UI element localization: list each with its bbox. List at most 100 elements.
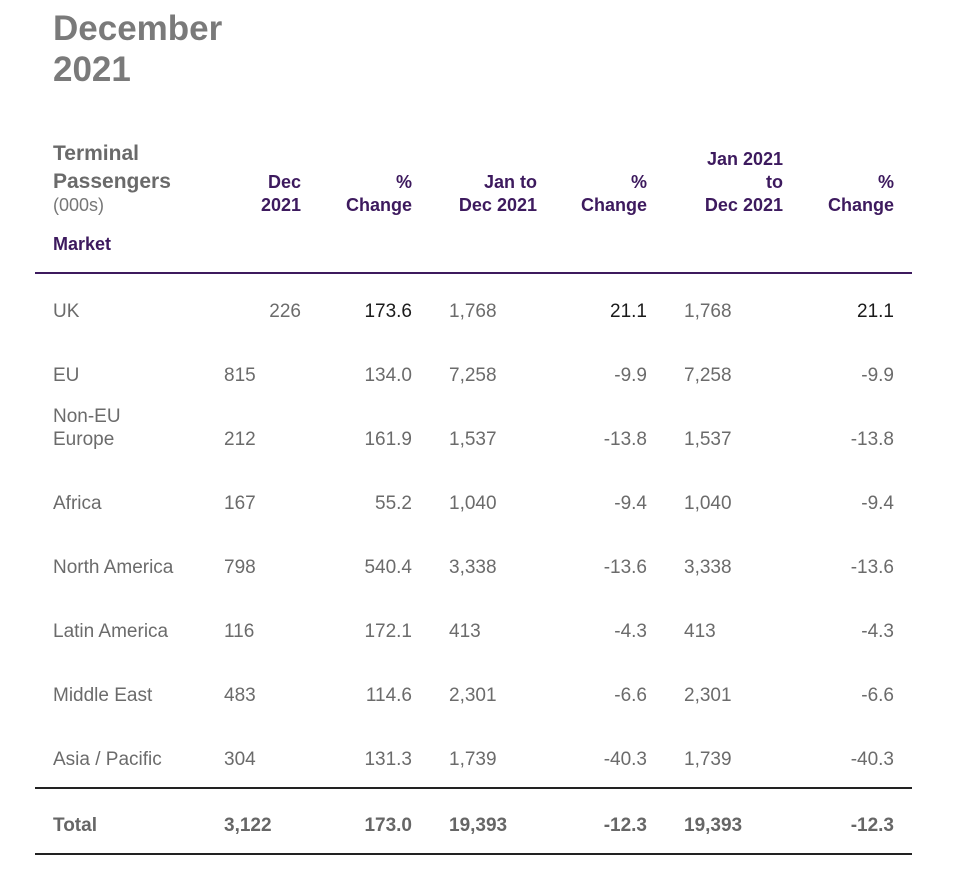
pct2-cell: -9.9 (614, 365, 647, 386)
pct3-cell: -40.3 (850, 749, 894, 770)
pct3-cell: 21.1 (857, 301, 894, 322)
col-header-pct-change-3: % Change (800, 171, 894, 217)
header-label-line-1: Terminal (53, 142, 139, 165)
title-line-2: 2021 (53, 50, 131, 89)
jan-cell: 1,040 (449, 493, 497, 514)
jan-cell: 1,537 (449, 429, 497, 450)
col-header-pct-change-1: % Change (320, 171, 412, 217)
pct2-cell: -9.4 (614, 493, 647, 514)
table-row: Middle East 483 114.6 2,301 -6.6 2,301 -… (0, 684, 953, 724)
total-dec-cell: 3,122 (224, 815, 272, 836)
jan21-cell: 7,258 (684, 365, 732, 386)
col-header-text: Dec (267, 172, 301, 192)
total-label: Total (53, 815, 97, 836)
total-divider-top (35, 787, 912, 789)
col-header-text: Change (345, 195, 412, 215)
dec-cell: 226 (269, 301, 301, 322)
market-cell-line-1: Non-EU (53, 406, 121, 427)
col-header-text: % (395, 172, 412, 192)
jan21-cell: 413 (684, 621, 716, 642)
total-jan21-cell: 19,393 (684, 815, 743, 836)
market-cell: Middle East (53, 685, 153, 706)
dec-cell: 304 (224, 749, 256, 770)
jan-cell: 1,739 (449, 749, 497, 770)
table-row: Africa 167 55.2 1,040 -9.4 1,040 -9.4 (0, 492, 953, 532)
market-cell: Africa (53, 493, 102, 514)
pct3-cell: -13.6 (850, 557, 894, 578)
col-header-pct-change-2: % Change (555, 171, 647, 217)
table-row: Asia / Pacific 304 131.3 1,739 -40.3 1,7… (0, 748, 953, 788)
pct1-cell: 114.6 (365, 685, 412, 706)
jan-cell: 413 (449, 621, 481, 642)
header-label-line-2: Passengers (53, 170, 171, 193)
jan-cell: 7,258 (449, 365, 497, 386)
header-market: Market (53, 234, 112, 254)
jan21-cell: 1,768 (684, 301, 732, 322)
pct1-cell: 540.4 (364, 557, 412, 578)
col-header-text: Dec 2021 (458, 195, 537, 215)
pct1-cell: 173.6 (364, 301, 412, 322)
total-pct2-cell: -12.3 (603, 815, 647, 836)
pct1-cell: 55.2 (375, 493, 412, 514)
pct3-cell: -13.8 (850, 429, 894, 450)
col-header-text: Dec 2021 (704, 195, 783, 215)
col-header-text: Change (580, 195, 647, 215)
pct2-cell: -40.3 (603, 749, 647, 770)
col-header-jan-2021-to-dec-2021: Jan 2021 to Dec 2021 (675, 148, 783, 217)
pct1-cell: 172.1 (364, 621, 412, 642)
dec-cell: 815 (224, 365, 256, 386)
jan-cell: 3,338 (449, 557, 497, 578)
col-header-text: % (877, 172, 894, 192)
pct1-cell: 161.9 (364, 429, 412, 450)
jan21-cell: 3,338 (684, 557, 732, 578)
table-row: Latin America 116 172.1 413 -4.3 413 -4.… (0, 620, 953, 660)
dec-cell: 212 (224, 429, 256, 450)
col-header-text: % (630, 172, 647, 192)
market-cell: North America (53, 557, 174, 578)
dec-cell: 483 (224, 685, 256, 706)
total-pct3-cell: -12.3 (850, 815, 894, 836)
col-header-text: to (766, 172, 783, 192)
page-title: December 2021 (53, 8, 222, 90)
dec-cell: 116 (224, 621, 255, 642)
header-unit: (000s) (53, 195, 105, 215)
col-header-text: Jan to (483, 172, 537, 192)
market-cell: Latin America (53, 621, 169, 642)
table-header-label: Terminal Passengers (53, 140, 171, 196)
table-row: North America 798 540.4 3,338 -13.6 3,33… (0, 556, 953, 596)
pct3-cell: -9.9 (861, 365, 894, 386)
jan-cell: 1,768 (449, 301, 497, 322)
jan21-cell: 1,537 (684, 429, 732, 450)
pct3-cell: -6.6 (861, 685, 894, 706)
title-line-1: December (53, 9, 223, 48)
market-cell: UK (53, 301, 80, 322)
col-header-text: 2021 (260, 195, 301, 215)
col-header-dec-2021: Dec 2021 (230, 171, 301, 217)
col-header-text: Change (827, 195, 894, 215)
pct1-cell: 134.0 (364, 365, 412, 386)
total-row: Total 3,122 173.0 19,393 -12.3 19,393 -1… (0, 814, 953, 854)
market-cell: EU (53, 365, 80, 386)
pct2-cell: -13.8 (603, 429, 647, 450)
table-row: Non-EU Europe 212 161.9 1,537 -13.8 1,53… (0, 406, 953, 468)
header-divider (35, 272, 912, 274)
col-header-text: Jan 2021 (706, 149, 783, 169)
pct2-cell: -6.6 (614, 685, 647, 706)
market-cell-line-2: Europe (53, 429, 115, 450)
dec-cell: 167 (224, 493, 256, 514)
total-divider-bottom (35, 853, 912, 855)
total-pct1-cell: 173.0 (364, 815, 412, 836)
total-jan-cell: 19,393 (449, 815, 508, 836)
pct2-cell: 21.1 (610, 301, 647, 322)
jan-cell: 2,301 (449, 685, 497, 706)
pct1-cell: 131.3 (364, 749, 412, 770)
dec-cell: 798 (224, 557, 256, 578)
pct3-cell: -4.3 (861, 621, 894, 642)
pct2-cell: -13.6 (603, 557, 647, 578)
pct2-cell: -4.3 (614, 621, 647, 642)
market-cell: Asia / Pacific (53, 749, 162, 770)
jan21-cell: 2,301 (684, 685, 732, 706)
table-row: EU 815 134.0 7,258 -9.9 7,258 -9.9 (0, 364, 953, 404)
pct3-cell: -9.4 (861, 493, 894, 514)
table-row: UK 226 173.6 1,768 21.1 1,768 21.1 (0, 300, 953, 340)
